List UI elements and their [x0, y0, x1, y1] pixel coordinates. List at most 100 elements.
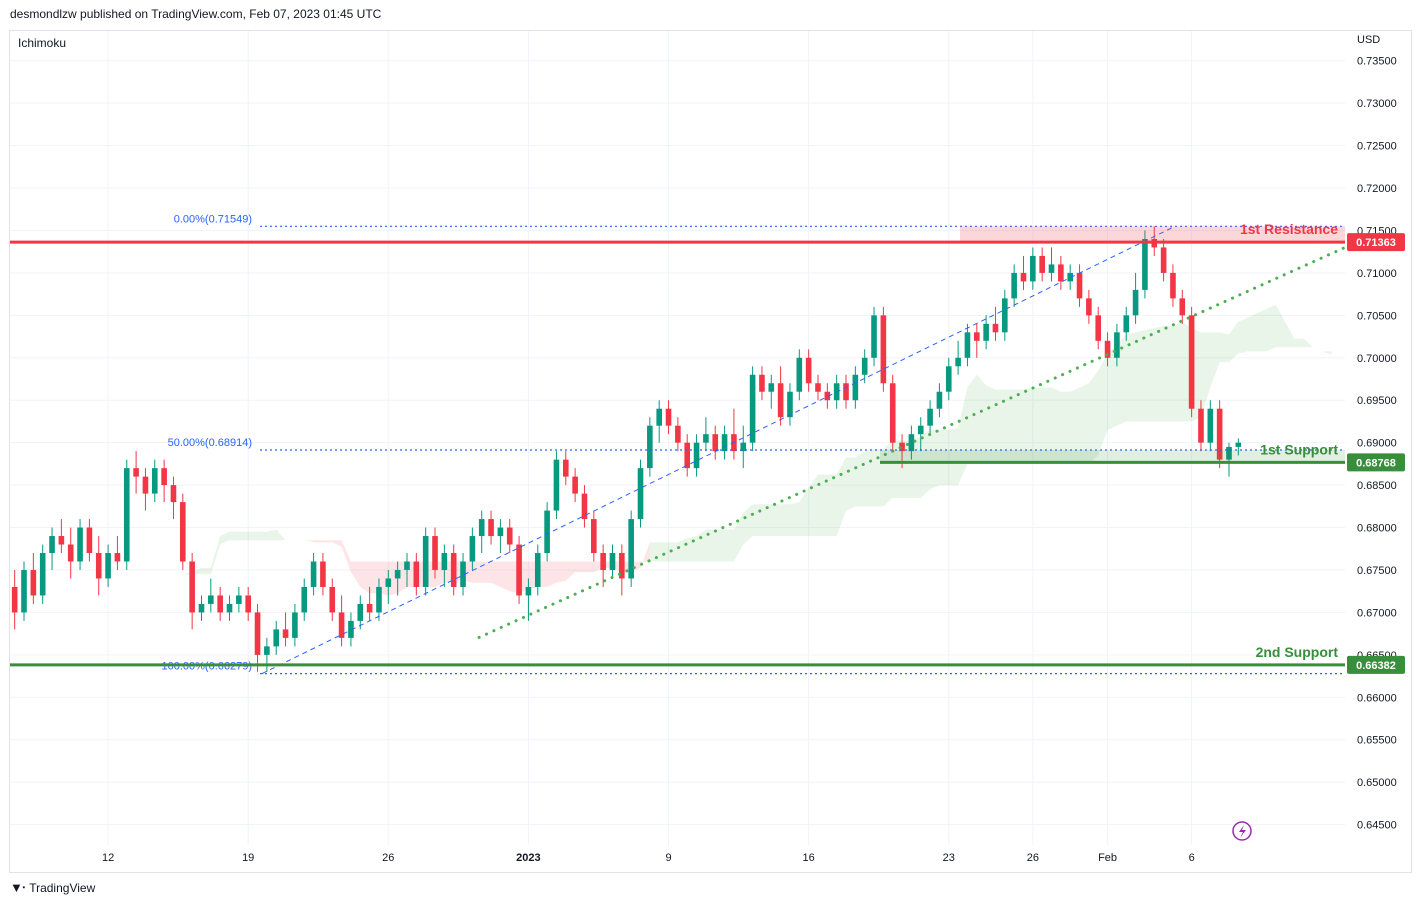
candle	[151, 459, 158, 503]
candle	[731, 408, 737, 460]
candle	[591, 510, 597, 562]
candle-body	[460, 561, 466, 587]
candle	[329, 578, 336, 621]
y-tick-label: 0.71000	[1357, 268, 1397, 280]
candle	[348, 612, 354, 647]
candle-body	[441, 553, 448, 570]
candle	[450, 544, 457, 596]
candle-body	[469, 536, 476, 562]
y-tick-label: 0.68500	[1357, 480, 1397, 492]
candle-body	[703, 434, 709, 443]
candle	[441, 544, 448, 587]
footer-brand[interactable]: ▼ᐧ TradingView	[10, 880, 95, 896]
candle-body	[329, 586, 336, 613]
price-tag: 0.66382	[1356, 660, 1396, 672]
candle-body	[591, 519, 597, 554]
candle-body	[843, 383, 849, 401]
footer-brand-label: TradingView	[29, 881, 96, 895]
candle	[49, 527, 55, 570]
indicator-label[interactable]: Ichimoku	[18, 36, 67, 50]
price-tag-bg	[1347, 453, 1405, 472]
candle-body	[945, 366, 952, 392]
candle-body	[264, 646, 270, 655]
candle	[488, 510, 494, 545]
candle-body	[1132, 289, 1139, 316]
candle-body	[861, 357, 868, 375]
y-axis: 0.735000.730000.725000.720000.715000.710…	[1357, 56, 1397, 832]
candle	[1020, 255, 1027, 290]
grid-lines	[10, 31, 1345, 845]
candle	[123, 459, 130, 570]
candle	[506, 519, 513, 554]
candle	[1160, 238, 1167, 282]
candle	[58, 519, 65, 554]
candle-body	[889, 383, 896, 443]
candle	[1002, 289, 1008, 341]
candle	[1030, 247, 1036, 290]
candle	[394, 561, 401, 596]
candle	[320, 553, 326, 596]
candle-body	[600, 553, 606, 570]
candle-body	[1179, 298, 1186, 316]
lightning-icon[interactable]	[1232, 821, 1252, 841]
candle-body	[805, 357, 812, 384]
candle-body	[880, 315, 887, 384]
y-tick-label: 0.66000	[1357, 692, 1397, 704]
candle	[609, 544, 616, 579]
candle-body	[693, 442, 700, 469]
candle	[544, 502, 550, 562]
x-tick-label: 9	[665, 852, 671, 864]
candle-body	[553, 459, 560, 511]
x-tick-label: 16	[803, 852, 815, 864]
candle-body	[254, 612, 261, 655]
candle-body	[133, 468, 139, 477]
candle-body	[1216, 408, 1223, 460]
candle-body	[1235, 442, 1242, 447]
candle	[712, 425, 719, 460]
candle-body	[422, 536, 429, 587]
candle-body	[1198, 408, 1204, 443]
x-tick-label: 26	[1027, 852, 1039, 864]
candle-body	[385, 578, 392, 587]
candle	[1039, 247, 1045, 282]
candle-body	[320, 561, 326, 587]
candle	[95, 536, 102, 596]
y-tick-label: 0.69000	[1357, 438, 1397, 450]
level-label: 2nd Support	[1256, 644, 1339, 660]
candle	[460, 553, 466, 596]
candle	[497, 519, 504, 554]
candle	[133, 451, 139, 494]
candle	[67, 527, 74, 579]
candle	[1123, 306, 1130, 341]
candle	[142, 468, 149, 511]
publisher-attribution: desmondlzw published on TradingView.com,…	[10, 7, 382, 21]
candle-body	[516, 544, 522, 596]
candle	[917, 417, 924, 452]
candle-body	[413, 561, 420, 587]
candle	[217, 586, 223, 621]
y-tick-label: 0.64500	[1357, 820, 1397, 832]
candle-body	[1086, 298, 1092, 316]
candle	[619, 544, 625, 596]
candle	[871, 306, 877, 367]
candle	[665, 400, 672, 435]
candle	[880, 306, 887, 392]
candle-body	[170, 485, 177, 503]
candle-body	[142, 476, 149, 494]
candle	[226, 595, 233, 621]
candle	[338, 595, 345, 647]
candle-body	[1170, 272, 1176, 299]
y-tick-label: 0.67500	[1357, 565, 1397, 577]
candle	[86, 519, 93, 562]
candle	[581, 485, 588, 528]
candle	[927, 400, 933, 435]
candle-body	[432, 536, 438, 570]
candle	[945, 357, 952, 401]
candle	[1179, 289, 1186, 324]
candle-body	[656, 408, 662, 426]
candle-body	[198, 603, 205, 613]
candle	[675, 417, 681, 452]
candle	[1095, 306, 1102, 350]
candle-body	[684, 442, 691, 469]
